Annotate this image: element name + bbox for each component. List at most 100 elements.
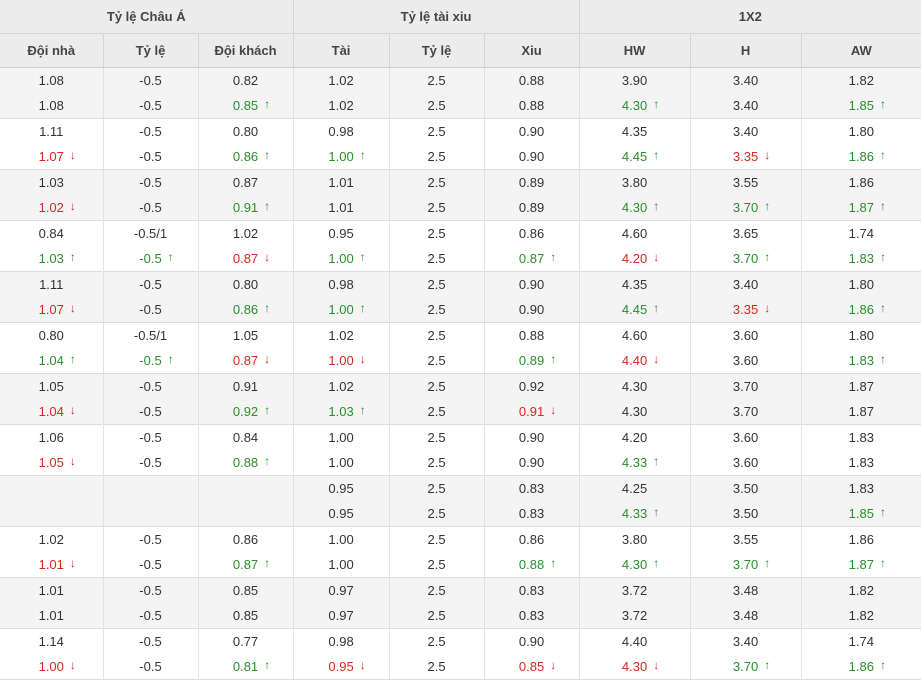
odds-value: 1.08 <box>38 73 64 88</box>
odds-cell: -0.5 <box>102 628 198 654</box>
odds-value: 2.5 <box>427 302 446 317</box>
col-handicap: Tỷ lệ <box>102 33 198 68</box>
odds-cell: 0.88 <box>483 93 580 119</box>
odds-value: 3.80 <box>621 532 648 547</box>
odds-cell <box>102 501 198 527</box>
odds-cell: 1.87 <box>800 399 921 425</box>
odds-cell: 4.30 ↑ <box>578 552 691 578</box>
odds-value: 3.35 ↓ <box>732 301 771 317</box>
odds-value: 3.70 ↑ <box>732 250 771 266</box>
arrow-up-icon: ↑ <box>879 97 886 111</box>
arrow-down-icon: ↓ <box>550 658 557 672</box>
odds-cell: 1.05 ↓ <box>0 450 103 476</box>
odds-cell: 1.85 ↑ <box>800 93 921 119</box>
odds-row-opening: 1.06 -0.5 0.84 1.00 2.5 0.90 4.20 3.60 1.83 <box>0 424 921 450</box>
odds-cell: 2.5 <box>388 271 485 297</box>
odds-cell <box>0 501 103 527</box>
odds-cell: 0.86 ↑ <box>197 297 294 323</box>
odds-cell: 0.83 <box>483 501 580 527</box>
odds-cell: 2.5 <box>388 475 485 501</box>
odds-cell: 0.81 ↑ <box>197 654 294 680</box>
odds-cell: 0.97 <box>292 577 390 603</box>
odds-cell: 3.70 ↑ <box>689 552 802 578</box>
odds-value: 2.5 <box>427 175 446 190</box>
odds-cell: 0.86 <box>483 220 580 246</box>
odds-value: 1.01 <box>328 200 354 215</box>
odds-cell: 3.70 ↑ <box>689 195 802 221</box>
arrow-up-icon: ↑ <box>879 352 886 366</box>
odds-cell: -0.5 <box>102 297 198 323</box>
odds-value: 1.86 ↑ <box>848 148 886 164</box>
odds-value: 2.5 <box>427 379 446 394</box>
odds-value: -0.5 ↑ <box>139 250 174 266</box>
odds-value: 3.60 <box>732 430 759 445</box>
odds-cell: 1.74 <box>800 628 921 654</box>
odds-value: 0.85 <box>232 608 259 623</box>
arrow-up-icon: ↑ <box>550 250 557 264</box>
odds-cell: 3.90 <box>578 67 691 93</box>
odds-value: 0.87 <box>232 175 259 190</box>
odds-value: 3.40 <box>732 277 759 292</box>
odds-value: 0.95 <box>328 226 354 241</box>
odds-cell: 2.5 <box>388 424 485 450</box>
odds-cell: 1.83 <box>800 475 921 501</box>
odds-cell <box>197 501 294 527</box>
odds-cell: 1.05 <box>0 373 103 399</box>
odds-value: 1.80 <box>848 277 874 292</box>
col-away: Đội khách <box>197 33 294 68</box>
arrow-down-icon: ↓ <box>69 199 76 213</box>
odds-cell: 2.5 <box>388 348 485 374</box>
odds-value: 1.04 ↓ <box>38 403 76 419</box>
odds-value: 0.95 <box>328 506 354 521</box>
odds-cell <box>0 475 103 501</box>
odds-cell: 0.87 ↑ <box>197 552 294 578</box>
odds-cell: 4.40 ↓ <box>578 348 691 374</box>
odds-cell: 1.03 <box>0 169 103 195</box>
col-home: Đội nhà <box>0 33 103 68</box>
odds-value: 0.86 ↑ <box>232 148 271 164</box>
odds-value: 3.60 <box>732 328 759 343</box>
odds-value: 2.5 <box>427 98 446 113</box>
odds-cell: 0.82 <box>197 67 294 93</box>
odds-value: 2.5 <box>427 455 446 470</box>
odds-cell: 1.02 <box>0 526 103 552</box>
odds-cell: 1.14 <box>0 628 103 654</box>
odds-value: 3.40 <box>732 124 759 139</box>
odds-cell: 0.86 ↑ <box>197 144 294 170</box>
odds-value: 2.5 <box>427 659 446 674</box>
arrow-up-icon: ↑ <box>879 505 886 519</box>
odds-row-current: 1.05 ↓ -0.5 0.88 ↑ 1.00 2.5 0.90 4.33 ↑ 3.60 1.83 <box>0 450 921 476</box>
odds-value: 1.87 ↑ <box>848 199 886 215</box>
arrow-up-icon: ↑ <box>264 199 271 213</box>
odds-value: 4.30 <box>621 404 648 419</box>
odds-cell: 0.88 ↑ <box>197 450 294 476</box>
odds-value: 1.01 <box>38 583 64 598</box>
arrow-up-icon: ↑ <box>879 199 886 213</box>
odds-cell: 3.60 <box>689 322 802 348</box>
odds-value: 1.02 <box>328 379 354 394</box>
odds-value: 3.65 <box>732 226 759 241</box>
odds-value: 2.5 <box>427 277 446 292</box>
odds-cell: -0.5/1 <box>102 220 198 246</box>
odds-cell: 1.03 ↑ <box>0 246 103 272</box>
odds-value: -0.5 <box>139 98 162 113</box>
arrow-up-icon: ↑ <box>359 301 366 315</box>
odds-value: 3.70 ↑ <box>732 199 771 215</box>
odds-value: 3.48 <box>732 583 759 598</box>
odds-cell: 0.90 <box>483 271 580 297</box>
odds-value: 2.5 <box>427 430 446 445</box>
odds-cell: 1.02 <box>292 322 390 348</box>
odds-cell: 2.5 <box>388 246 485 272</box>
odds-cell: 3.55 <box>689 169 802 195</box>
odds-cell: 1.86 ↑ <box>800 144 921 170</box>
odds-cell: 3.80 <box>578 169 691 195</box>
odds-value: 4.33 ↑ <box>621 505 660 521</box>
odds-cell: 0.83 <box>483 577 580 603</box>
odds-value: 1.85 ↑ <box>848 505 886 521</box>
odds-value: -0.5 <box>139 175 162 190</box>
odds-cell: 1.82 <box>800 577 921 603</box>
odds-cell: -0.5/1 <box>102 322 198 348</box>
arrow-down-icon: ↓ <box>359 352 366 366</box>
odds-value: 4.45 ↑ <box>621 148 660 164</box>
odds-cell: 2.5 <box>388 93 485 119</box>
